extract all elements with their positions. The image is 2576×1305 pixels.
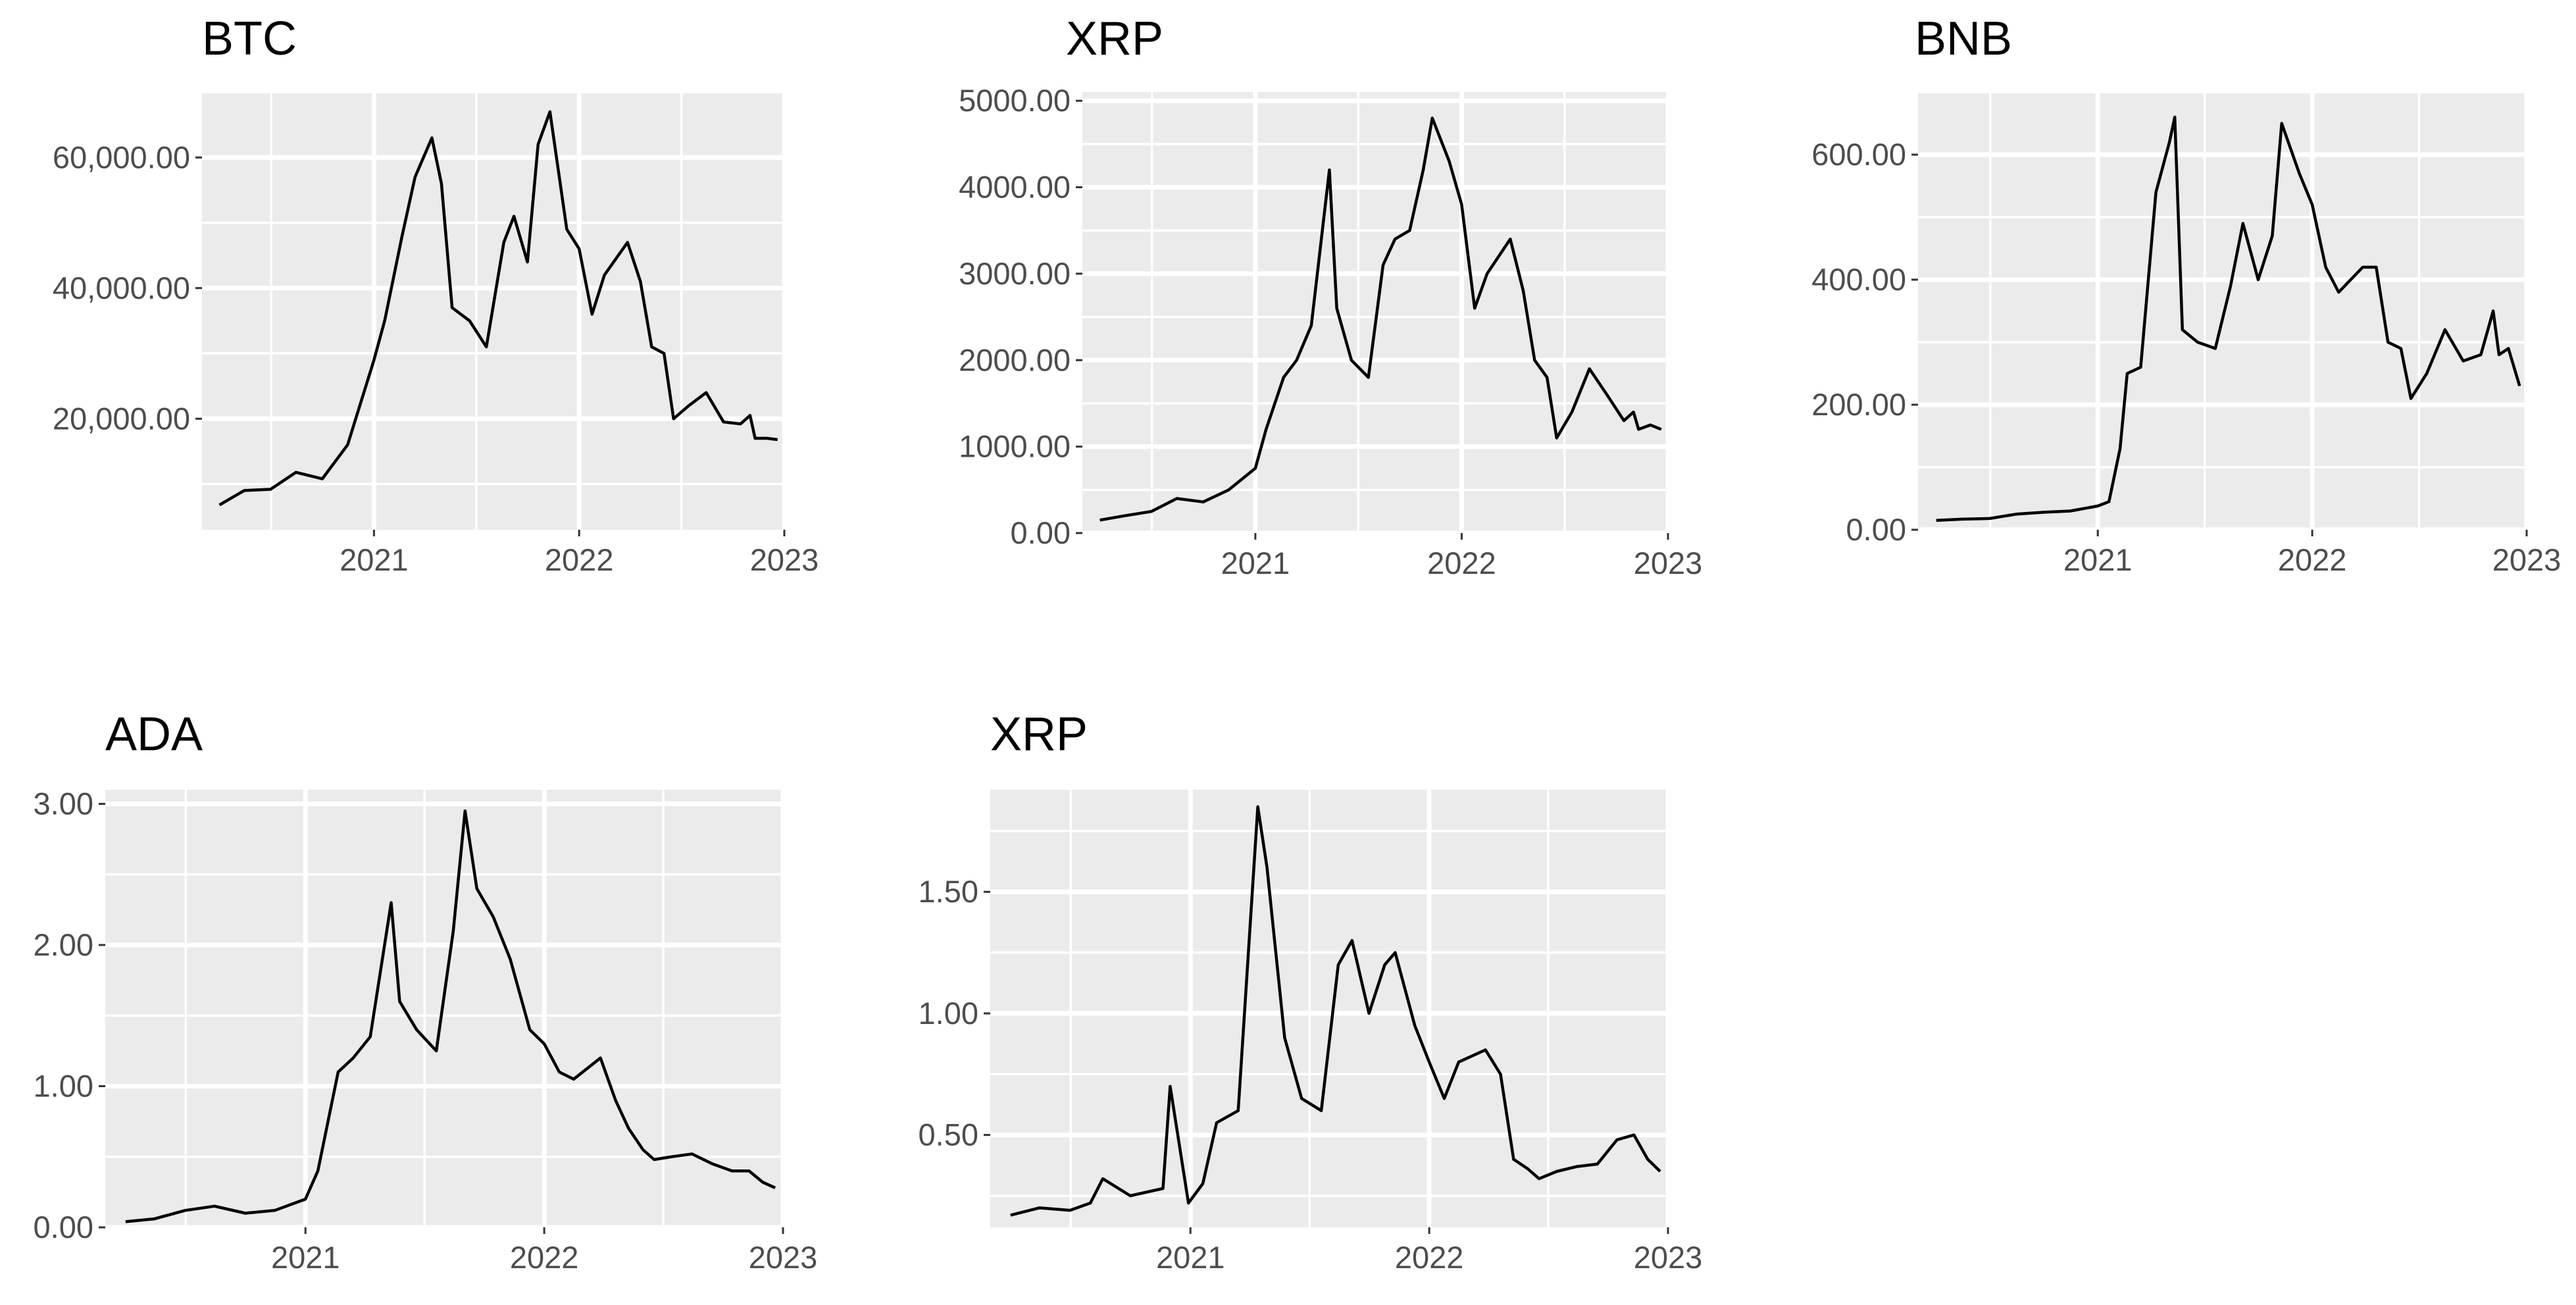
x-tick-label: 2022 <box>545 542 614 577</box>
y-tick-label: 400.00 <box>1811 262 1906 297</box>
x-tick-label: 2023 <box>1634 546 1703 580</box>
plot-background <box>1918 92 2527 530</box>
y-tick-label: 1.00 <box>34 1068 93 1103</box>
y-tick-label: 2.00 <box>34 927 93 962</box>
chart-panel: 0.50 1.00 1.50 2021 2022 2023 XRP <box>919 708 1703 1275</box>
y-tick-label: 5000.00 <box>959 83 1071 118</box>
x-tick-label: 2021 <box>271 1240 340 1275</box>
chart-panel: 0.00 1000.00 2000.00 3000.00 4000.00 5000.00 2… <box>959 13 1702 580</box>
y-tick-label: 1000.00 <box>959 429 1071 464</box>
x-tick-label: 2023 <box>749 1240 818 1275</box>
y-tick-label: 3000.00 <box>959 256 1071 291</box>
series-line <box>1099 116 1662 522</box>
y-tick-label: 4000.00 <box>959 170 1071 205</box>
series-line <box>218 110 778 507</box>
y-tick-label: 0.50 <box>919 1117 978 1152</box>
y-tick-label: 2000.00 <box>959 342 1071 377</box>
y-tick-label: 1.50 <box>919 874 978 909</box>
x-tick-label: 2023 <box>1634 1240 1703 1275</box>
chart-panel: 0.00 200.00 400.00 600.00 2021 2022 2023 BNB <box>1811 13 2561 577</box>
chart-title: XRP <box>1066 13 1163 65</box>
x-tick-label: 2023 <box>2492 542 2562 577</box>
y-tick-label: 0.00 <box>1846 512 1906 547</box>
x-tick-label: 2021 <box>1156 1240 1225 1275</box>
chart-title: ADA <box>105 708 203 761</box>
plot-background <box>105 790 783 1227</box>
x-tick-label: 2022 <box>510 1240 579 1275</box>
x-tick-label: 2022 <box>1395 1240 1464 1275</box>
y-tick-label: 0.00 <box>1011 515 1071 550</box>
y-tick-label: 1.00 <box>919 996 978 1031</box>
x-tick-label: 2023 <box>750 542 819 577</box>
y-tick-label: 20,000.00 <box>53 401 190 436</box>
plot-background <box>1082 92 1668 533</box>
y-tick-label: 0.00 <box>34 1210 93 1244</box>
chart-title: BNB <box>1915 13 2012 65</box>
chart-panel: 0.00 1.00 2.00 3.00 2021 2022 2023 ADA <box>34 708 818 1275</box>
y-tick-label: 3.00 <box>34 786 93 821</box>
x-tick-label: 2021 <box>1221 546 1290 580</box>
chart-panel: 20,000.00 40,000.00 60,000.00 2021 2022 2023 B… <box>53 13 819 577</box>
y-tick-label: 40,000.00 <box>53 270 190 305</box>
y-tick-label: 200.00 <box>1811 387 1906 422</box>
series-line <box>1010 805 1661 1217</box>
chart-title: BTC <box>202 13 297 65</box>
chart-title: XRP <box>990 708 1088 761</box>
y-tick-label: 600.00 <box>1811 137 1906 172</box>
plot-background <box>990 790 1668 1227</box>
x-tick-label: 2021 <box>340 542 409 577</box>
x-tick-label: 2022 <box>2278 542 2347 577</box>
x-tick-label: 2021 <box>2063 542 2133 577</box>
series-line <box>125 809 776 1223</box>
x-tick-label: 2022 <box>1427 546 1496 580</box>
y-tick-label: 60,000.00 <box>53 140 190 174</box>
series-line <box>1936 115 2521 523</box>
